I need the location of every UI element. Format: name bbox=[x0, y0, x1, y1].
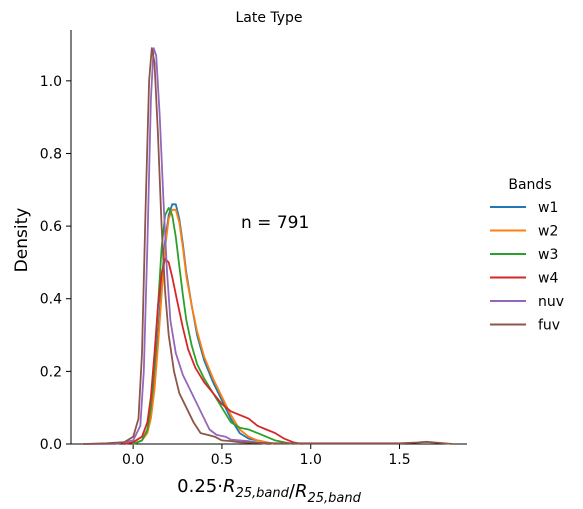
series-line-fuv bbox=[82, 47, 454, 445]
x-axis-label: 0.25·R25,band/R25,band bbox=[177, 476, 361, 506]
plot-lines bbox=[82, 47, 454, 445]
x-tick-label: 1.5 bbox=[388, 452, 410, 468]
x-tick-label: 0.5 bbox=[211, 452, 233, 468]
series-line-w2 bbox=[132, 208, 277, 445]
legend-label-w2: w2 bbox=[538, 224, 558, 240]
x-tick-label: 0.0 bbox=[122, 452, 144, 468]
y-tick-label: 0.4 bbox=[40, 292, 62, 308]
series-line-w4 bbox=[123, 257, 303, 445]
x-ticks: 0.0 0.5 1.0 1.5 bbox=[122, 444, 411, 468]
legend-label-w4: w4 bbox=[538, 271, 558, 287]
count-annotation: n = 791 bbox=[241, 213, 309, 233]
series-line-nuv bbox=[82, 47, 268, 445]
chart-title: Late Type bbox=[235, 10, 302, 26]
axes bbox=[70, 30, 467, 445]
y-ticks: 0.0 0.2 0.4 0.6 0.8 1.0 bbox=[40, 74, 71, 453]
legend-label-nuv: nuv bbox=[538, 294, 564, 310]
legend-label-w1: w1 bbox=[538, 200, 558, 216]
y-tick-label: 0.2 bbox=[40, 364, 62, 380]
x-tick-label: 1.0 bbox=[300, 452, 322, 468]
y-tick-label: 0.0 bbox=[40, 437, 62, 453]
legend-items: w1 w2 w3 w4 nuv fuv bbox=[490, 200, 564, 334]
legend-label-fuv: fuv bbox=[538, 318, 560, 334]
legend: Bands w1 w2 w3 w4 nuv fuv bbox=[490, 177, 564, 334]
legend-label-w3: w3 bbox=[538, 247, 558, 263]
y-tick-label: 0.8 bbox=[40, 146, 62, 162]
legend-title: Bands bbox=[508, 177, 551, 193]
y-tick-label: 0.6 bbox=[40, 219, 62, 235]
y-tick-label: 1.0 bbox=[40, 74, 62, 90]
series-line-w1 bbox=[132, 203, 277, 445]
y-axis-label: Density bbox=[12, 208, 32, 273]
